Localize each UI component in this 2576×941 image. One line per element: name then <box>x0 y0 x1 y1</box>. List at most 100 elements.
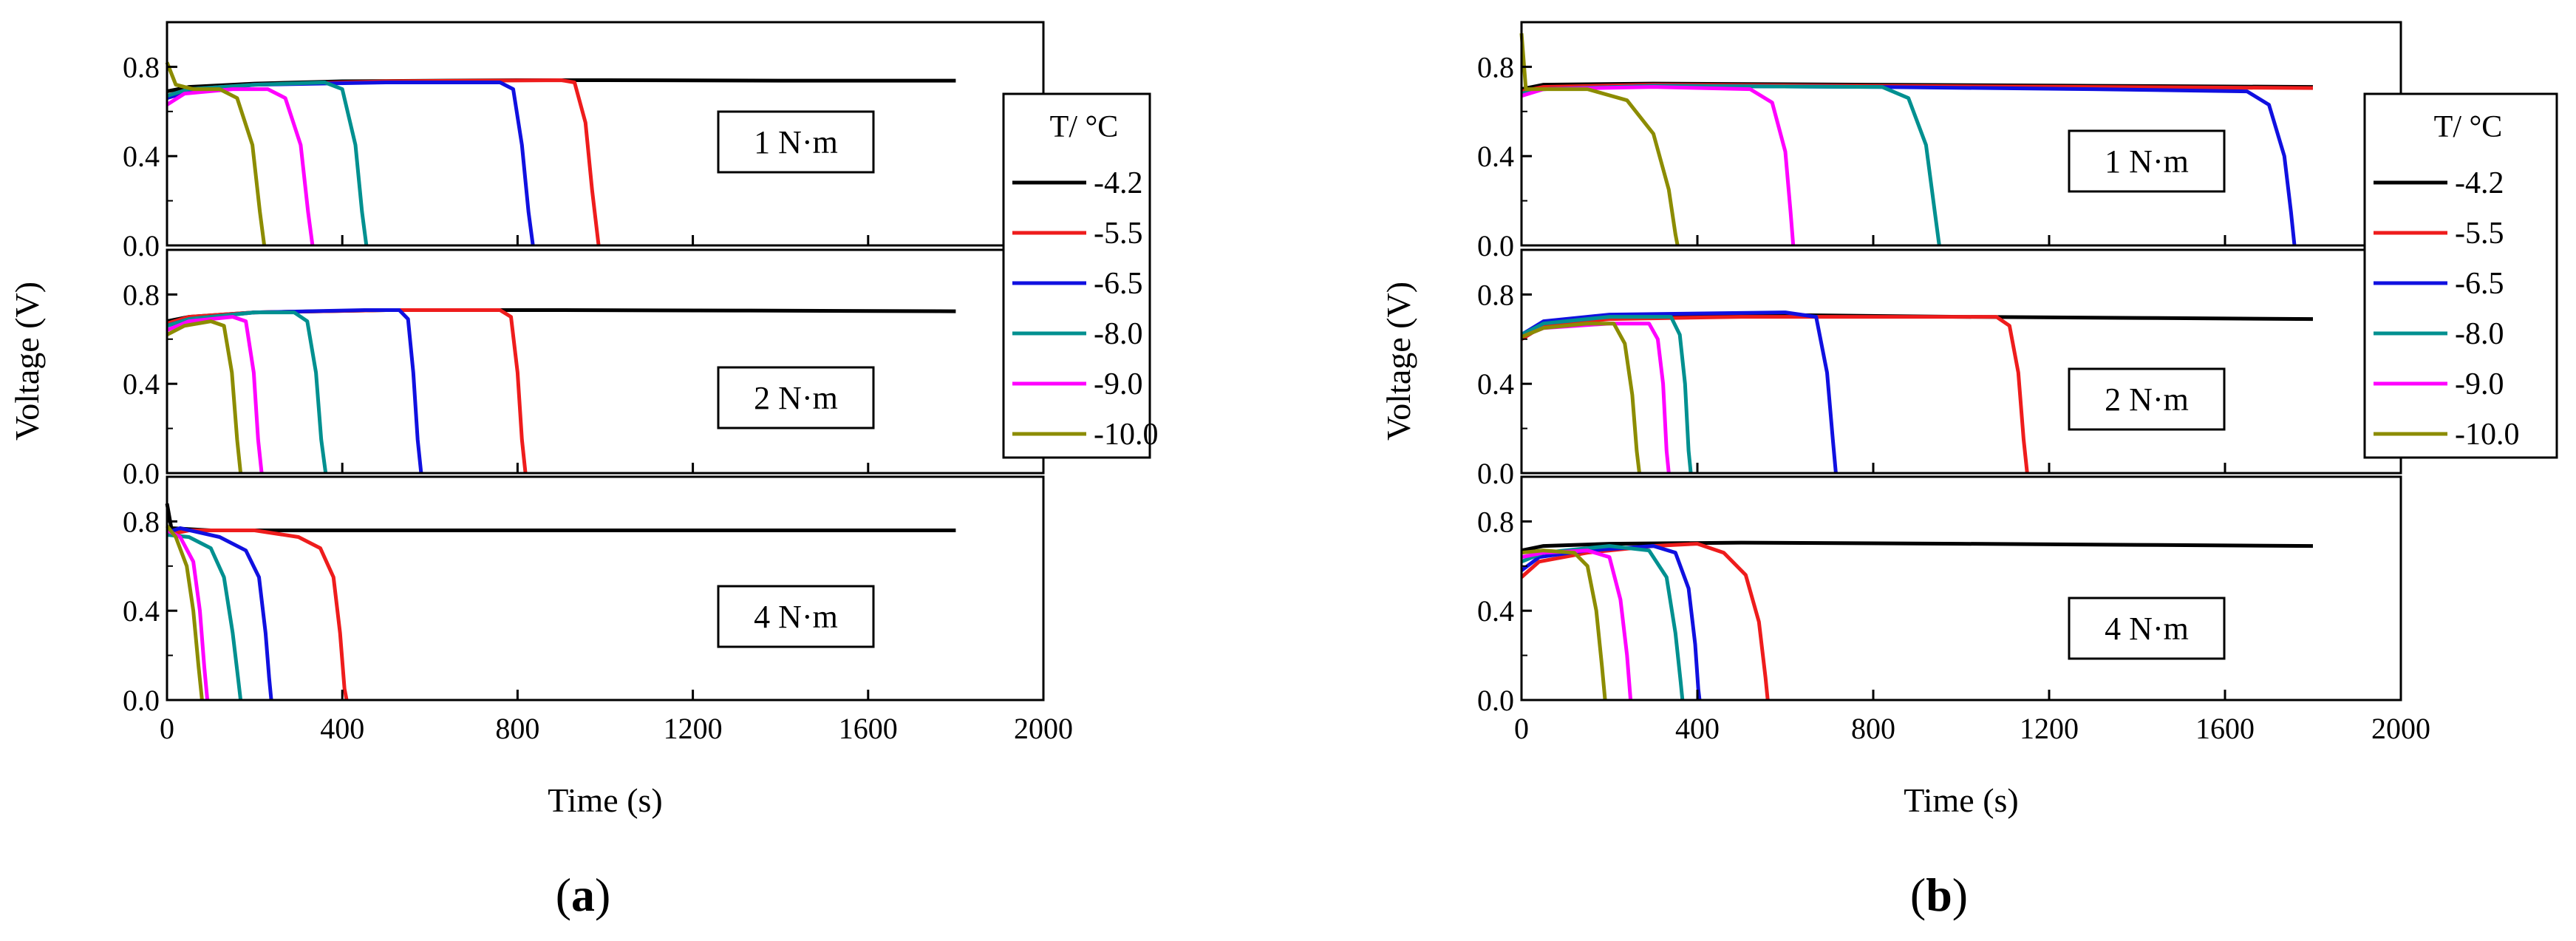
legend-title: T/ °C <box>2434 110 2503 144</box>
series-line <box>165 503 956 532</box>
series-line <box>1521 84 1941 246</box>
plot-frame <box>1520 248 2402 475</box>
legend: T/ °C -4.2 -5.5 -6.5 -8.0 -9.0 -10.0 <box>2363 92 2558 459</box>
x-tick-label: 800 <box>495 712 539 745</box>
x-tick-label: 1600 <box>2195 712 2255 745</box>
legend-entry: -8.0 <box>2455 317 2504 351</box>
series-line <box>165 61 267 246</box>
series-line <box>1521 322 1641 474</box>
subplot-3: 0.0 0.4 0.8 4 N·m <box>1477 475 2402 717</box>
legend-entry: -8.0 <box>1094 317 1143 351</box>
legend-entry: -4.2 <box>1094 166 1143 200</box>
subplot-1: 0.0 0.4 0.8 1 N·m <box>1477 21 2402 262</box>
panel-caption: (b) <box>1910 869 1968 921</box>
legend-entry: -6.5 <box>1094 267 1143 301</box>
legend-entry: -9.0 <box>1094 367 1143 401</box>
series-line <box>1520 310 1838 474</box>
condition-label-box <box>717 110 875 174</box>
y-tick-label: 0.8 <box>123 505 160 538</box>
y-axis-title: Voltage (V) <box>8 282 46 441</box>
chart-panel-b: 0.0 0.4 0.8 1 N·m 0.0 0.4 0.8 2 N·m 0.0 0.4 0.8 4 N… <box>1380 21 2558 921</box>
y-tick-label: 0.8 <box>1477 505 1514 538</box>
y-tick-label: 0.0 <box>123 684 160 717</box>
y-tick-label: 0.0 <box>1477 684 1514 717</box>
x-tick-label: 800 <box>1851 712 1895 745</box>
subplot-3: 0.0 0.4 0.8 4 N·m <box>123 475 1045 717</box>
series-line <box>166 524 204 701</box>
x-tick-label: 0 <box>1514 712 1529 745</box>
condition-label: 2 N·m <box>754 380 838 416</box>
caption-open: ( <box>1910 869 1926 921</box>
legend-entry: -10.0 <box>2455 418 2520 452</box>
condition-label: 4 N·m <box>754 599 838 635</box>
legend-entry: -10.0 <box>1094 418 1159 452</box>
condition-label-box <box>717 585 875 648</box>
condition-label: 1 N·m <box>754 124 838 160</box>
y-tick-label: 0.0 <box>123 229 160 262</box>
series-line <box>166 308 528 474</box>
series-line <box>166 533 243 701</box>
y-axis-title: Voltage (V) <box>1380 282 1417 441</box>
legend-entry: -4.2 <box>2455 166 2504 200</box>
subplot-1: 0.0 0.4 0.8 1 N·m <box>123 21 1045 262</box>
series-line <box>1520 315 2029 474</box>
series-line <box>166 78 601 246</box>
series-line <box>1520 544 1702 701</box>
y-tick-label: 0.8 <box>123 50 160 84</box>
y-tick-label: 0.8 <box>123 278 160 311</box>
series-line <box>1521 540 2314 553</box>
series-line <box>166 529 349 701</box>
x-tick-label: 400 <box>1675 712 1720 745</box>
series-line <box>1520 315 1693 474</box>
x-axis-title: Time (s) <box>548 781 663 819</box>
subplot-2: 0.0 0.4 0.8 2 N·m <box>1477 248 2402 490</box>
series-line <box>1519 33 1680 246</box>
y-tick-label: 0.0 <box>123 457 160 490</box>
chart-panel-a: 0.0 0.4 0.8 1 N·m 0.0 0.4 0.8 2 N·m 0.0 0.4 0.8 4 N… <box>8 21 1159 921</box>
x-tick-label: 400 <box>320 712 364 745</box>
series-line <box>1520 542 1770 701</box>
plot-frame <box>166 248 1045 475</box>
legend-entry: -6.5 <box>2455 267 2504 301</box>
legend-frame <box>2363 92 2558 459</box>
series-line <box>166 526 273 701</box>
subplot-2: 0.0 0.4 0.8 2 N·m <box>123 248 1045 490</box>
y-tick-label: 0.0 <box>1477 457 1514 490</box>
y-tick-label: 0.4 <box>123 367 160 401</box>
series-line <box>166 87 315 246</box>
series-line <box>1521 548 1633 701</box>
condition-label-box <box>2068 597 2226 660</box>
series-line <box>1521 548 1607 701</box>
series-line <box>166 308 423 474</box>
x-tick-label: 1200 <box>664 712 723 745</box>
legend-frame <box>1002 92 1151 459</box>
series-line <box>1521 322 1671 474</box>
caption-open: ( <box>556 869 571 921</box>
condition-label-box <box>717 366 875 429</box>
series-line <box>166 315 264 474</box>
condition-label-box <box>2068 129 2226 193</box>
plot-frame <box>166 475 1045 701</box>
condition-label: 1 N·m <box>2105 143 2189 180</box>
panel-caption: (a) <box>556 869 611 921</box>
x-tick-label: 2000 <box>1014 712 1073 745</box>
x-axis-title: Time (s) <box>1904 781 2019 819</box>
y-tick-label: 0.8 <box>1477 50 1514 84</box>
x-tick-label: 1200 <box>2020 712 2079 745</box>
condition-label: 2 N·m <box>2105 381 2189 418</box>
condition-label-box <box>2068 367 2226 431</box>
legend-entry: -5.5 <box>2455 217 2504 251</box>
condition-label: 4 N·m <box>2105 611 2189 647</box>
x-tick-label: 0 <box>160 712 174 745</box>
legend-title: T/ °C <box>1050 110 1119 144</box>
y-tick-label: 0.0 <box>1477 229 1514 262</box>
plot-frame <box>1520 475 2402 701</box>
series-line <box>166 81 369 246</box>
caption-close: ) <box>1952 869 1968 921</box>
legend: T/ °C -4.2 -5.5 -6.5 -8.0 -9.0 -10.0 <box>1002 92 1159 459</box>
series-line <box>1521 85 1796 246</box>
series-line <box>166 319 243 474</box>
y-tick-label: 0.4 <box>1477 367 1514 401</box>
caption-letter: b <box>1926 869 1952 921</box>
